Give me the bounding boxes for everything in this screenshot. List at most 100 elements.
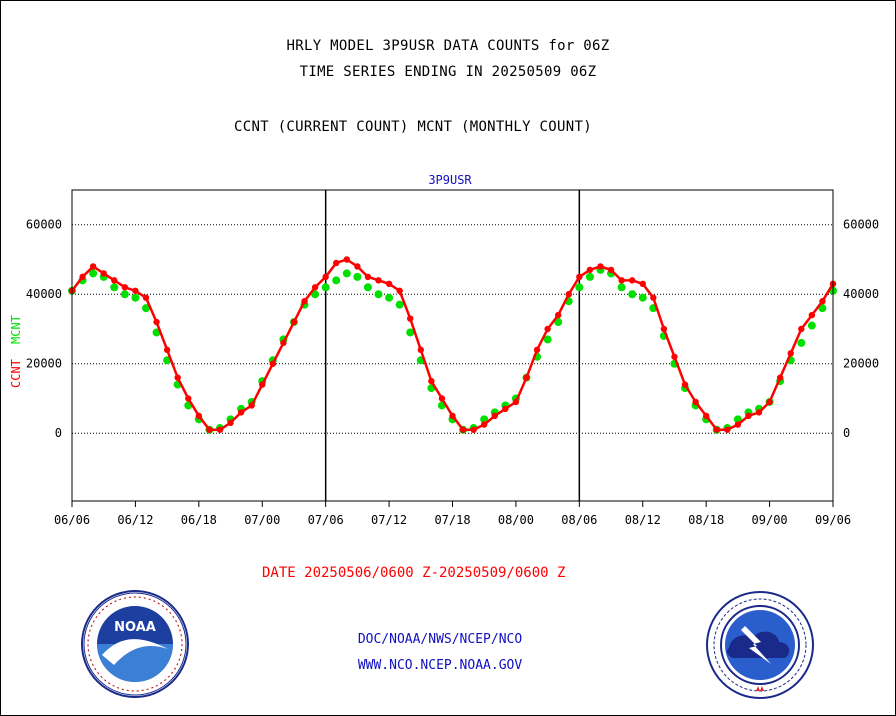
plot-border <box>71 189 834 502</box>
mcnt-point <box>374 290 383 299</box>
ccnt-point <box>100 270 107 277</box>
ccnt-point <box>554 311 562 319</box>
ccnt-point <box>153 318 160 326</box>
ccnt-point <box>808 311 816 319</box>
mcnt-point <box>543 335 552 344</box>
ccnt-point <box>512 398 520 406</box>
ccnt-point <box>597 263 604 270</box>
ccnt-point <box>396 287 403 294</box>
y-tick-label-left: 60000 <box>26 218 62 232</box>
ccnt-point <box>311 284 319 291</box>
ccnt-point <box>449 412 456 420</box>
ccnt-point <box>470 426 477 433</box>
mcnt-point <box>342 269 351 278</box>
mcnt-point <box>385 293 394 302</box>
ccnt-point <box>301 297 308 305</box>
mcnt-point <box>353 272 362 281</box>
x-tick-label: 09/00 <box>752 513 788 527</box>
noaa-logo: NOAA <box>81 590 189 698</box>
ccnt-point <box>576 273 583 281</box>
ccnt-point <box>259 381 266 388</box>
x-tick-label: 07/00 <box>244 513 280 527</box>
date-range: DATE 20250506/0600 Z-20250509/0600 Z <box>262 565 566 581</box>
ccnt-point <box>216 426 224 433</box>
y-tick-label-left: 40000 <box>26 287 62 301</box>
x-tick-label: 08/18 <box>688 513 724 527</box>
y-tick-label-left: 0 <box>55 426 62 440</box>
mcnt-point <box>321 283 330 292</box>
url-label: WWW.NCO.NCEP.NOAA.GOV <box>357 658 523 673</box>
chart-title-line1: HRLY MODEL 3P9USR DATA COUNTS for 06Z <box>286 38 610 54</box>
ccnt-point <box>111 277 118 284</box>
series-mcnt <box>68 265 837 434</box>
mcnt-point <box>141 304 150 313</box>
ccnt-point <box>121 284 129 291</box>
ccnt-point <box>280 339 287 347</box>
ccnt-point <box>766 398 773 406</box>
ccnt-point <box>787 350 794 357</box>
ccnt-point <box>333 259 340 267</box>
mcnt-point <box>818 304 827 313</box>
ccnt-point <box>142 294 150 301</box>
ccnt-point <box>364 273 372 281</box>
x-tick-label: 06/18 <box>181 513 217 527</box>
ccnt-point <box>681 381 689 388</box>
mcnt-point <box>554 318 563 327</box>
mcnt-point <box>332 276 341 285</box>
ccnt-point <box>618 277 625 284</box>
y-axis-label-mcnt: MCNT <box>9 315 23 344</box>
nws-logo <box>706 591 814 699</box>
chart-title-line3: CCNT (CURRENT COUNT) MCNT (MONTHLY COUNT… <box>234 119 592 135</box>
mcnt-point <box>120 290 129 299</box>
mcnt-point <box>628 290 637 299</box>
mcnt-point <box>311 290 320 299</box>
ccnt-point <box>459 426 467 433</box>
ccnt-point <box>607 266 615 274</box>
y-tick-label-right: 60000 <box>843 218 879 232</box>
mcnt-point <box>406 328 415 337</box>
ccnt-point <box>544 325 551 333</box>
series-layer <box>68 256 837 434</box>
y-tick-label-right: 20000 <box>843 357 879 371</box>
x-tick-label: 07/06 <box>308 513 344 527</box>
mcnt-point <box>110 283 119 292</box>
ccnt-point <box>533 346 541 354</box>
ccnt-point <box>639 280 646 288</box>
ccnt-point <box>132 287 139 294</box>
ccnt-point <box>660 325 668 333</box>
mcnt-point <box>131 293 140 302</box>
ccnt-point <box>713 426 720 433</box>
ccnt-point <box>195 412 203 420</box>
panel-title: 3P9USR <box>428 173 472 187</box>
ccnt-point <box>89 263 97 270</box>
ccnt-point <box>79 273 86 281</box>
mcnt-point <box>638 293 647 302</box>
ccnt-point <box>269 360 277 367</box>
x-tick-label: 08/00 <box>498 513 534 527</box>
chart-title-line2: TIME SERIES ENDING IN 20250509 06Z <box>299 64 597 80</box>
x-tick-label: 08/12 <box>625 513 661 527</box>
ccnt-point <box>343 256 351 263</box>
ccnt-point <box>523 374 530 381</box>
y-tick-label-left: 20000 <box>26 357 62 371</box>
ccnt-point <box>438 395 446 402</box>
mcnt-point <box>575 283 584 292</box>
y-tick-label-right: 0 <box>843 426 850 440</box>
ccnt-point <box>819 297 826 305</box>
ccnt-point <box>227 419 234 427</box>
mcnt-point <box>585 272 594 281</box>
ccnt-point <box>745 412 752 420</box>
ccnt-point <box>734 421 742 428</box>
x-tick-label: 07/12 <box>371 513 407 527</box>
x-tick-label: 07/18 <box>434 513 470 527</box>
ccnt-point <box>628 277 636 284</box>
ccnt-point <box>163 346 171 354</box>
org-label: DOC/NOAA/NWS/NCEP/NCO <box>357 632 523 647</box>
mcnt-point <box>363 283 372 292</box>
ccnt-point <box>586 266 594 274</box>
ccnt-point <box>502 405 509 413</box>
ccnt-point <box>417 346 424 354</box>
mcnt-point <box>617 283 626 292</box>
ccnt-point <box>798 325 805 333</box>
ccnt-point <box>755 409 763 416</box>
